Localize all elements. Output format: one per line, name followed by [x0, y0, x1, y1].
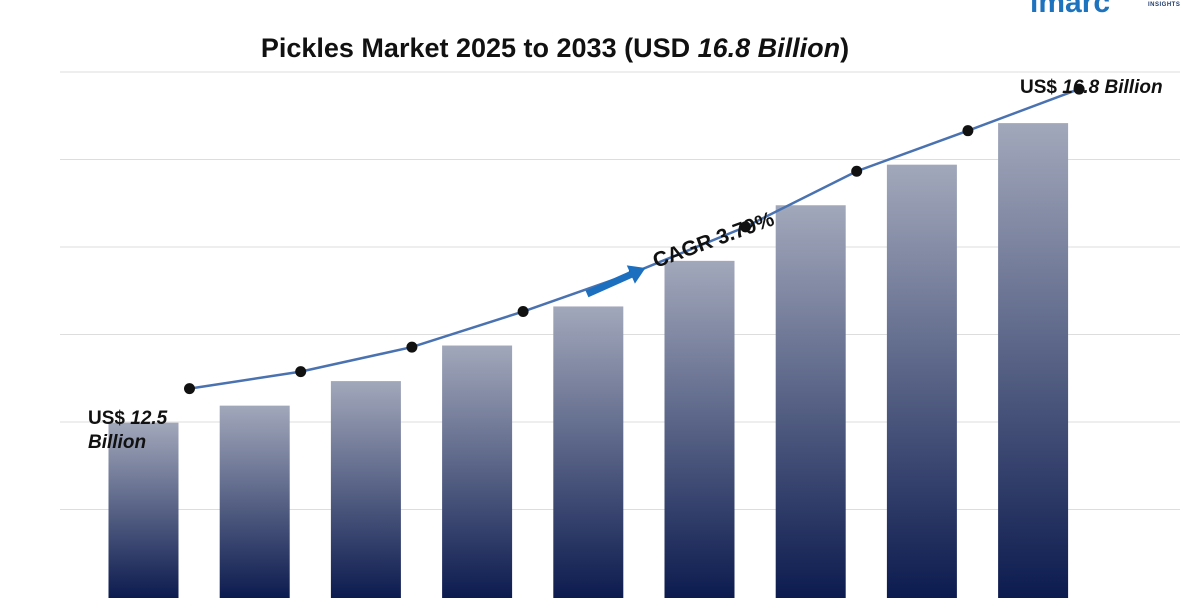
imarc-logo: imarc INSIGHTS [1030, 0, 1180, 19]
chart-title: Pickles Market 2025 to 2033 (USD 16.8 Bi… [261, 33, 849, 63]
bar-2030 [664, 260, 735, 598]
end-value-label: US$ 16.8 Billion [1020, 77, 1163, 98]
start-value-label: US$ 12.5 [88, 408, 168, 429]
start-value-unit: Billion [88, 432, 146, 453]
trend-point-2027 [406, 341, 418, 353]
trend-point-2030 [740, 221, 751, 233]
title-main: Pickles Market 2025 to 2033 (USD [261, 33, 698, 63]
trend-point-2025 [184, 383, 195, 395]
bar-2027 [330, 381, 401, 598]
bar-2025 [108, 422, 179, 598]
bar-2029 [553, 306, 624, 598]
bar-2031 [775, 205, 846, 598]
start-value-number: 12.5 [130, 408, 167, 429]
bar-2026 [219, 405, 290, 598]
trend-point-2033 [1073, 83, 1085, 95]
trend-point-2028 [517, 306, 529, 318]
end-value-prefix: US$ [1020, 77, 1062, 98]
bar-2033 [998, 123, 1069, 599]
logo-text: imarc [1030, 0, 1110, 19]
trend-point-2032 [962, 125, 974, 137]
cagr-arrow-icon [585, 265, 646, 298]
start-value-annotation: US$ 12.5 Billion [88, 408, 168, 453]
bar-2028 [442, 345, 513, 598]
bars [108, 123, 1069, 599]
title-close: ) [840, 33, 849, 63]
title-value: 16.8 Billion [698, 33, 841, 63]
bar-2032 [886, 164, 957, 598]
logo-subtext: INSIGHTS [1148, 2, 1180, 8]
end-value-number: 16.8 Billion [1062, 77, 1162, 98]
trend-point-2031 [851, 165, 863, 177]
trend-point-2026 [295, 366, 307, 378]
start-value-prefix: US$ [88, 408, 130, 429]
